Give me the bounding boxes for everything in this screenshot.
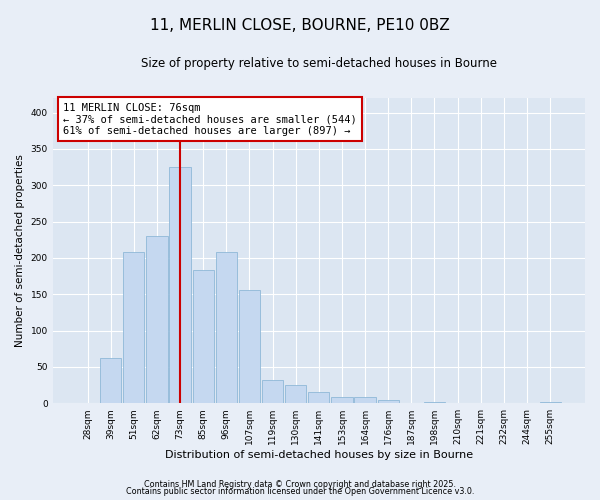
- Text: 11 MERLIN CLOSE: 76sqm
← 37% of semi-detached houses are smaller (544)
61% of se: 11 MERLIN CLOSE: 76sqm ← 37% of semi-det…: [64, 102, 357, 136]
- Bar: [239, 290, 260, 403]
- Bar: [331, 398, 353, 403]
- Bar: [355, 398, 376, 403]
- Title: Size of property relative to semi-detached houses in Bourne: Size of property relative to semi-detach…: [141, 58, 497, 70]
- Bar: [100, 358, 121, 403]
- Y-axis label: Number of semi-detached properties: Number of semi-detached properties: [15, 154, 25, 347]
- Text: Contains public sector information licensed under the Open Government Licence v3: Contains public sector information licen…: [126, 487, 474, 496]
- Bar: [539, 402, 561, 403]
- Bar: [377, 400, 399, 403]
- Bar: [262, 380, 283, 403]
- Bar: [123, 252, 145, 403]
- Bar: [146, 236, 167, 403]
- Text: 11, MERLIN CLOSE, BOURNE, PE10 0BZ: 11, MERLIN CLOSE, BOURNE, PE10 0BZ: [150, 18, 450, 32]
- Bar: [215, 252, 237, 403]
- Bar: [169, 167, 191, 403]
- X-axis label: Distribution of semi-detached houses by size in Bourne: Distribution of semi-detached houses by …: [165, 450, 473, 460]
- Bar: [193, 270, 214, 403]
- Bar: [285, 385, 307, 403]
- Bar: [424, 402, 445, 403]
- Text: Contains HM Land Registry data © Crown copyright and database right 2025.: Contains HM Land Registry data © Crown c…: [144, 480, 456, 489]
- Bar: [308, 392, 329, 403]
